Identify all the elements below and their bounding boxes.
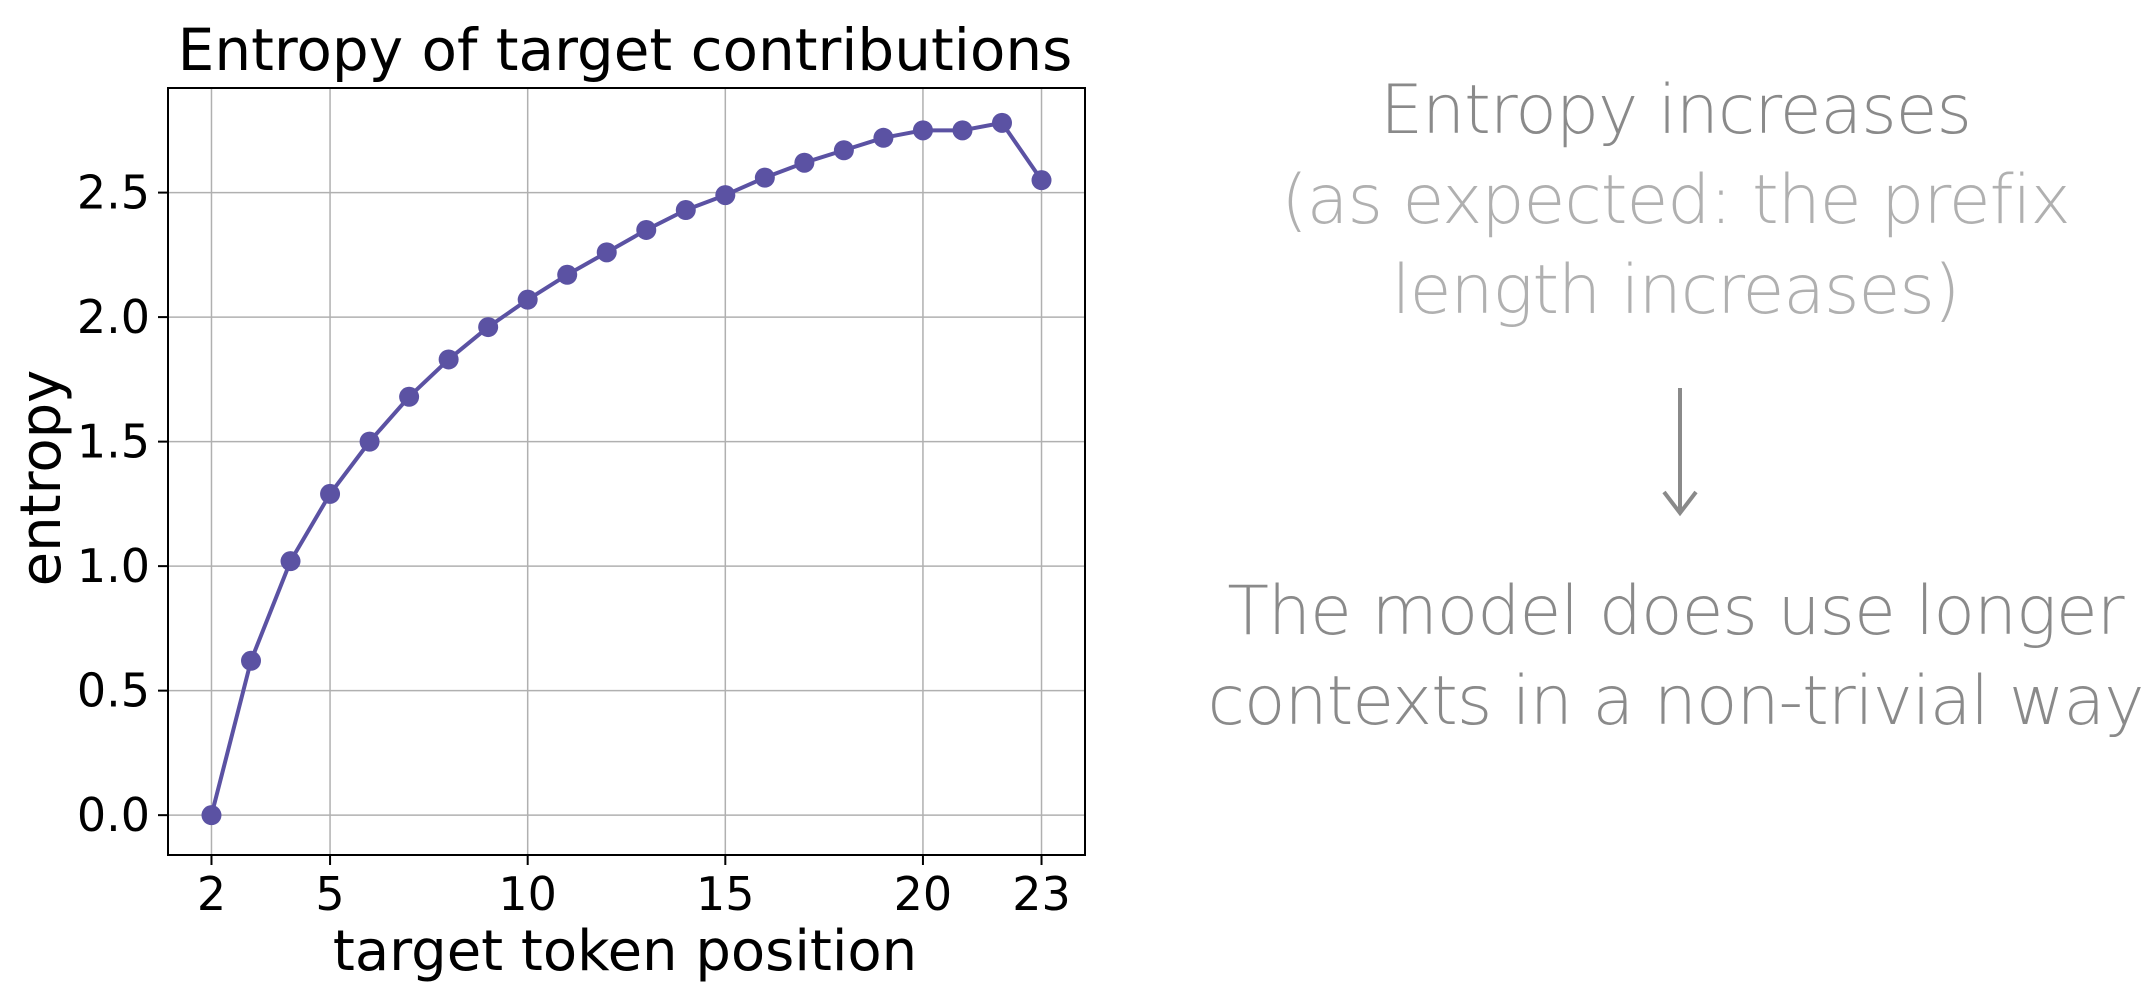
x-tick-label: 23 [1012,867,1071,921]
entropy-chart: Entropy of target contributions 2 5 10 15 20… [9,16,1086,984]
data-point [952,120,973,141]
data-point [241,650,262,671]
y-tick-label: 1.0 [77,539,150,593]
data-point [833,140,854,161]
x-tick-label: 2 [197,867,226,921]
x-tick-label: 20 [894,867,953,921]
annotation-top: Entropy increases (as expected: the pref… [1200,66,2151,336]
y-axis-label: entropy [9,370,74,587]
data-point [596,242,617,263]
chart-title: Entropy of target contributions [178,16,1073,84]
data-point [557,264,578,285]
arrow-down-icon [1662,388,1698,517]
data-point [754,167,775,188]
data-point [636,219,657,240]
data-point [1031,170,1052,191]
x-tick-label: 5 [315,867,344,921]
data-point [438,349,459,370]
data-point [873,127,894,148]
y-tick-label: 0.5 [77,664,150,718]
x-tick-label: 10 [498,867,557,921]
y-tick-label: 2.0 [77,290,150,344]
annotation-heading: Entropy increases [1380,71,1972,150]
annotation-subline-2: length increases) [1391,251,1961,330]
data-point [675,200,696,221]
data-point [478,317,499,338]
annotation-subline-1: (as expected: the prefix [1281,161,2070,240]
data-point [399,386,420,407]
y-tick-label: 2.5 [77,166,150,220]
data-point [359,431,380,452]
data-point [912,120,933,141]
data-point [517,289,538,310]
x-axis-label: target token position [333,919,917,984]
series-line [209,120,1044,816]
y-tick-label: 1.5 [77,415,150,469]
plot-frame [167,87,1086,856]
series-line-path [209,120,1044,816]
series-points [201,112,1052,826]
axes: 2 5 10 15 20 23 0.0 0.5 1.0 1.5 2.0 2.5 [77,87,1086,921]
data-point [320,483,341,504]
data-point [991,112,1012,133]
data-point [201,805,222,826]
x-tick-label: 15 [696,867,755,921]
annotation-conclusion-line-2: contexts in a non-trivial way [1207,662,2145,741]
annotation-conclusion-line-1: The model does use longer [1227,572,2124,651]
data-point [794,152,815,173]
annotation-conclusion: The model does use longer contexts in a … [1200,567,2151,747]
grid-lines [168,88,1085,855]
data-point [280,551,301,572]
y-tick-label: 0.0 [77,788,150,842]
data-point [715,185,736,206]
